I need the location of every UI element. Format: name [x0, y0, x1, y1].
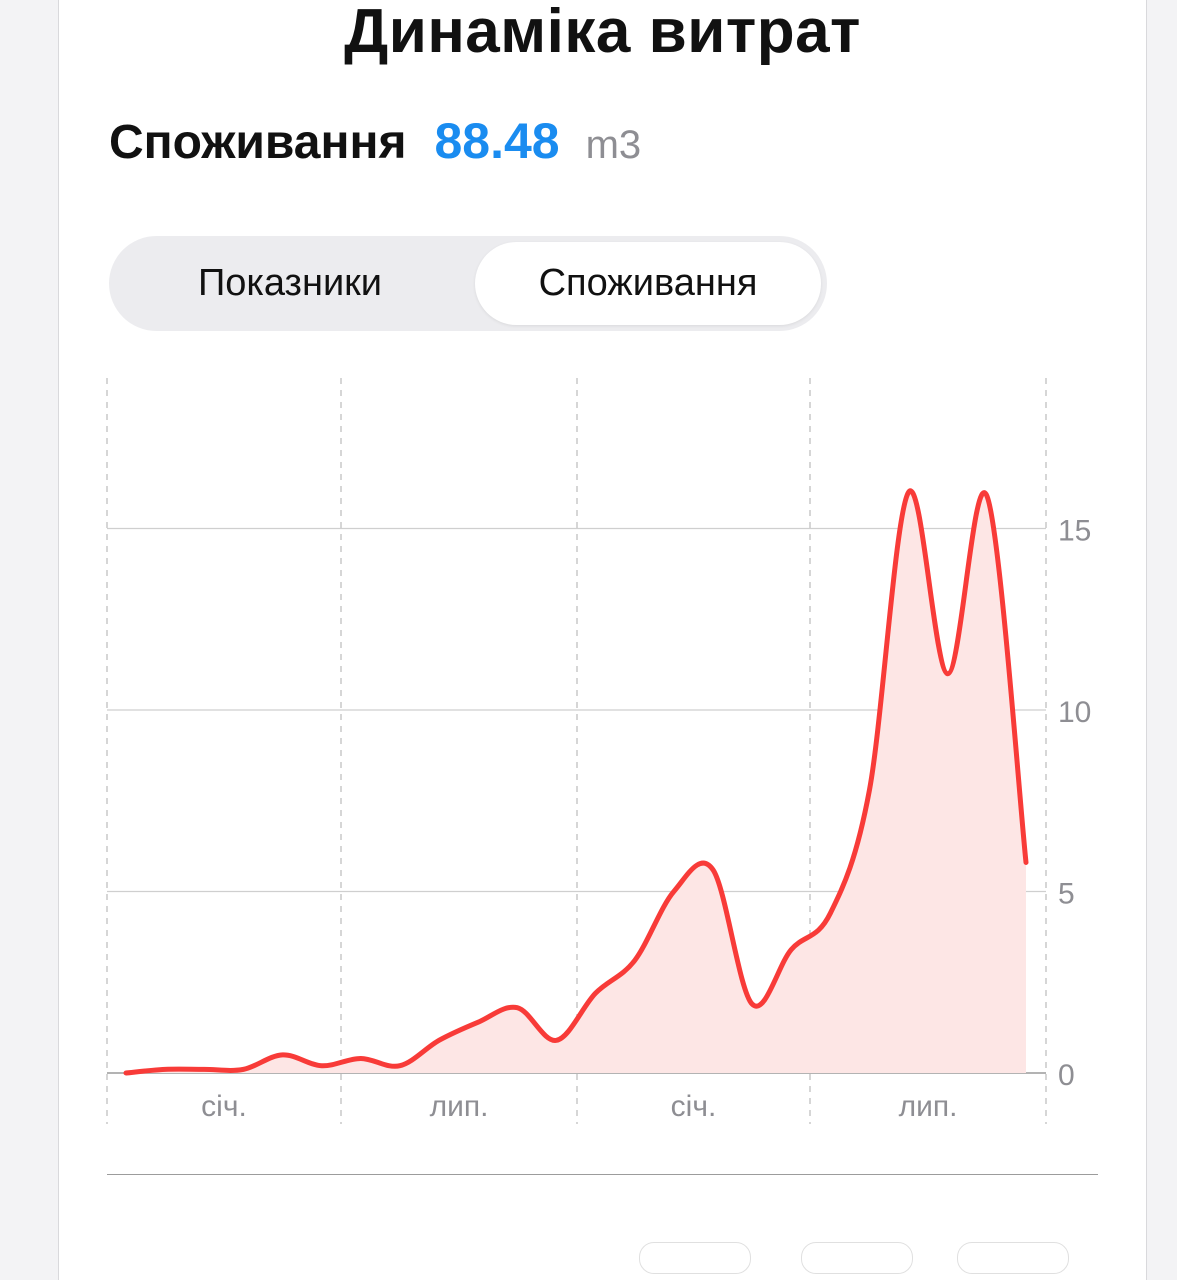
- consumption-chart: 0 5 10 15 січ. лип. січ. лип.: [106, 378, 1091, 1124]
- tab-consumption[interactable]: Споживання: [475, 242, 821, 325]
- divider: [107, 1174, 1098, 1175]
- page-title: Динаміка витрат: [344, 0, 861, 66]
- x-tick-label: січ.: [201, 1090, 247, 1123]
- consumption-value: 88.48: [434, 113, 560, 169]
- x-tick-label: січ.: [671, 1090, 717, 1123]
- consumption-unit: m3: [585, 123, 642, 167]
- y-tick-label: 0: [1058, 1059, 1075, 1092]
- series-line: [123, 488, 1029, 1076]
- series-area: [126, 490, 1026, 1074]
- consumption-summary: Споживання 88.48 m3: [109, 112, 641, 170]
- y-tick-label: 5: [1058, 878, 1075, 911]
- y-tick-label: 10: [1058, 696, 1091, 729]
- y-tick-label: 15: [1058, 515, 1091, 548]
- view-toggle: Показники Споживання: [109, 236, 827, 331]
- x-tick-label: лип.: [899, 1090, 958, 1123]
- consumption-label: Споживання: [109, 116, 407, 169]
- x-tick-label: лип.: [430, 1090, 489, 1123]
- tab-readings[interactable]: Показники: [197, 262, 383, 304]
